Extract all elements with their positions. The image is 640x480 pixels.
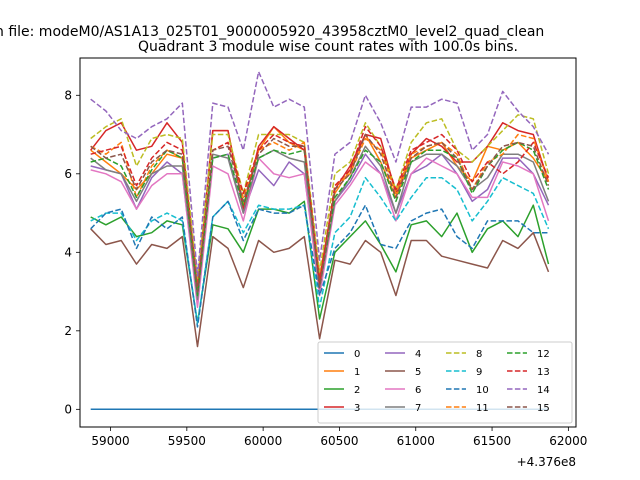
legend-label-13: 13 — [537, 367, 550, 378]
legend-label-4: 4 — [415, 349, 421, 360]
legend-label-0: 0 — [354, 349, 360, 360]
legend-box — [317, 341, 573, 424]
legend-label-14: 14 — [537, 385, 550, 396]
legend-label-1: 1 — [354, 367, 360, 378]
series-line-5 — [90, 228, 550, 348]
series-line-2 — [90, 200, 550, 324]
x-tick-label: 60000 — [244, 434, 282, 448]
legend-label-2: 2 — [354, 385, 360, 396]
y-tick-label: 6 — [64, 167, 72, 181]
x-tick-label: 62000 — [549, 434, 587, 448]
x-tick-label: 61000 — [397, 434, 435, 448]
legend-label-3: 3 — [354, 403, 360, 414]
legend-label-7: 7 — [415, 403, 421, 414]
y-tick-label: 2 — [64, 324, 72, 338]
y-tick-label: 0 — [64, 402, 72, 416]
y-tick-label: 8 — [64, 88, 72, 102]
x-tick-label: 60500 — [320, 434, 358, 448]
legend-label-6: 6 — [415, 385, 421, 396]
axes-frame — [79, 57, 577, 428]
series-line-9 — [90, 176, 550, 324]
chart-title: Quadrant 3 module wise count rates with … — [138, 39, 518, 55]
legend-label-10: 10 — [476, 385, 489, 396]
series-line-14 — [90, 70, 550, 277]
legend-label-8: 8 — [476, 349, 482, 360]
series-line-10 — [90, 200, 549, 328]
x-tick-label: 59500 — [168, 434, 206, 448]
x-offset-label: +4.376e8 — [517, 455, 576, 469]
series-line-8 — [90, 114, 550, 281]
x-axis: 59000 59500 60000 60500 61000 61500 62000 — [91, 427, 587, 448]
legend-label-9: 9 — [476, 367, 482, 378]
series-line-6 — [90, 157, 550, 309]
x-tick-label: 59000 — [91, 434, 129, 448]
legend-label-5: 5 — [415, 367, 421, 378]
legend-label-11: 11 — [476, 403, 489, 414]
legend-label-15: 15 — [537, 403, 550, 414]
x-tick-label: 61500 — [473, 434, 511, 448]
series-line-15 — [90, 133, 550, 293]
y-axis: 0 2 4 6 8 — [64, 88, 80, 416]
y-tick-label: 4 — [64, 245, 72, 259]
legend-label-12: 12 — [537, 349, 550, 360]
plot-area — [90, 70, 550, 411]
figure-suptitle: n file: modeM0/AS1A13_025T01_9000005920_… — [0, 24, 544, 40]
